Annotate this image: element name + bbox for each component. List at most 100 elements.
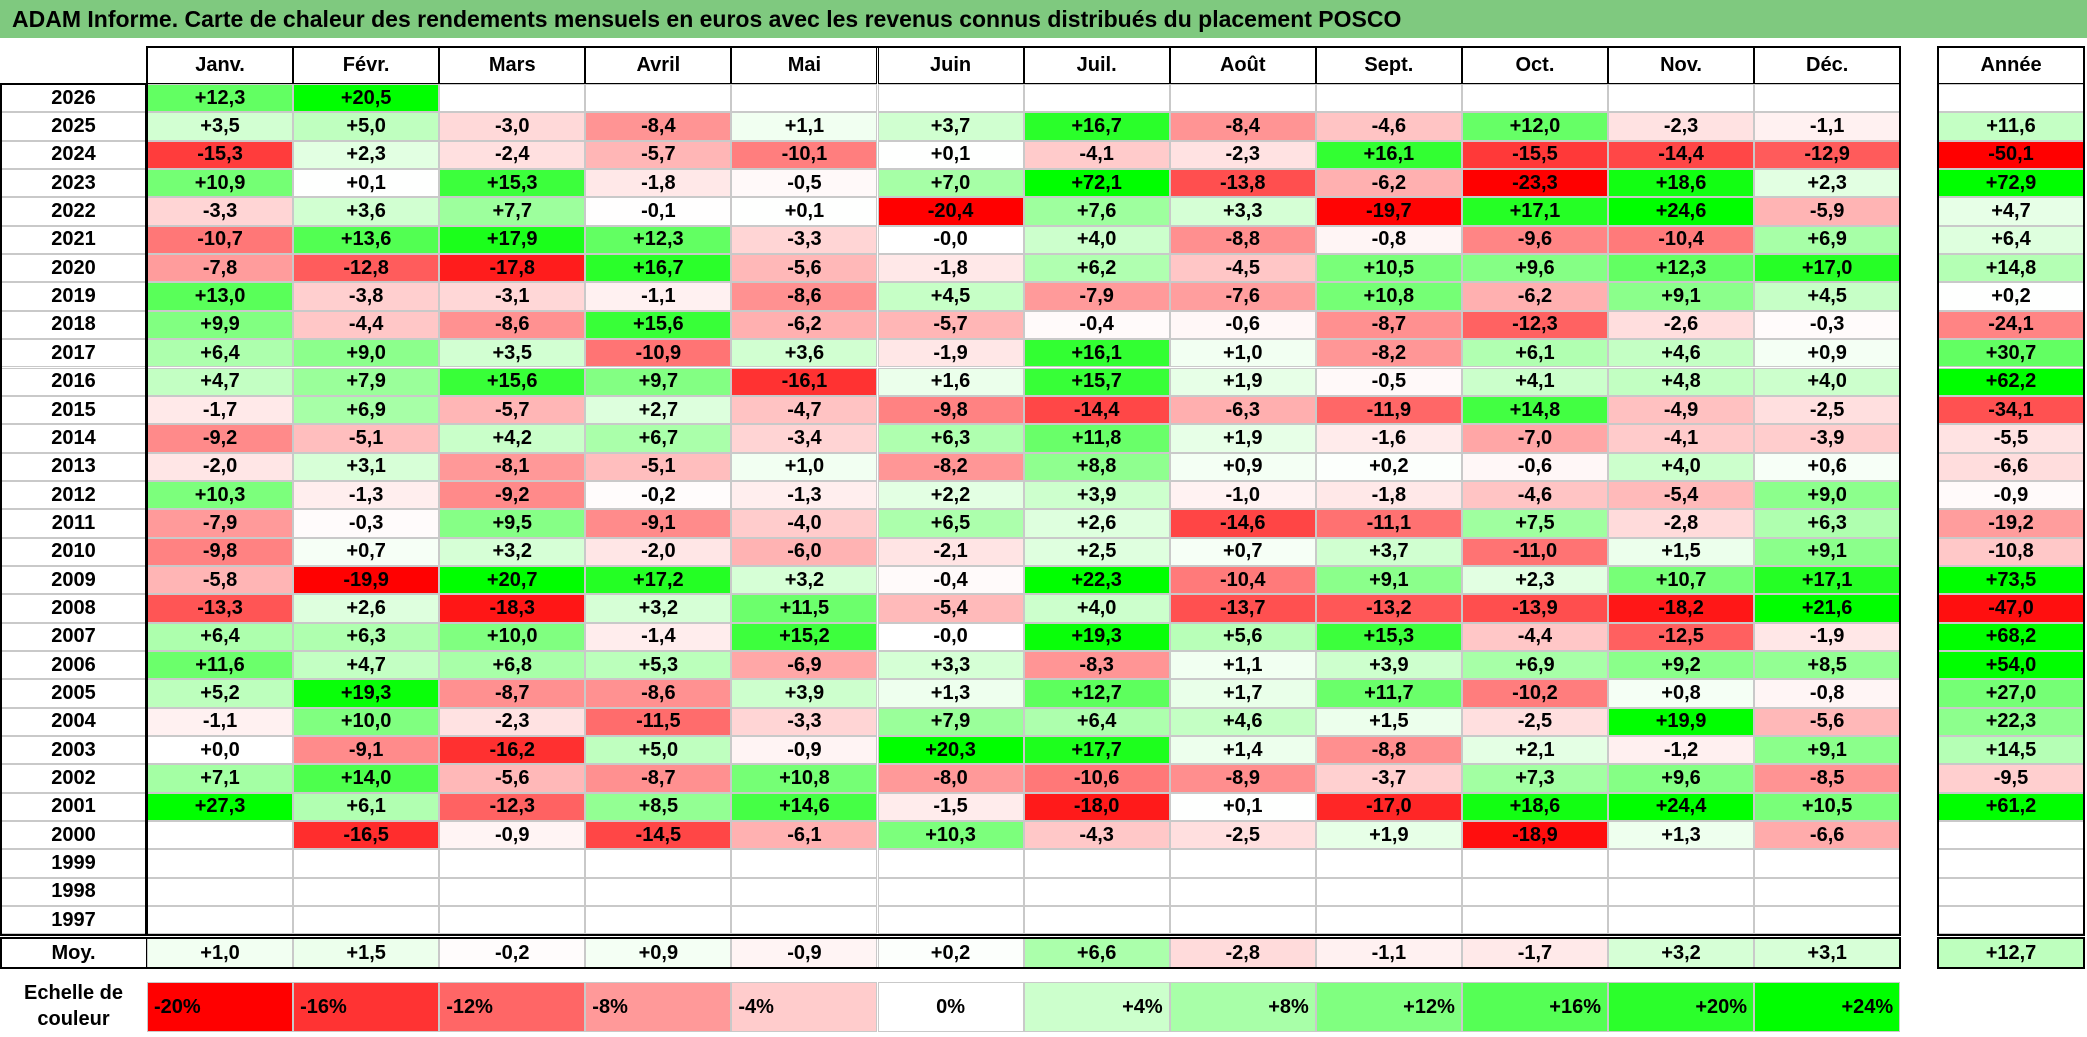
heatmap-cell: -8,4: [1169, 112, 1316, 141]
heatmap-cell: +21,6: [1754, 594, 1901, 623]
heatmap-cell: +4,2: [439, 424, 586, 453]
heatmap-cell: +0,0: [147, 736, 294, 765]
heatmap-cell: -2,6: [1608, 310, 1755, 340]
heatmap-cell: +4,5: [877, 282, 1024, 311]
heatmap-cell: -17,8: [439, 254, 586, 283]
column-header: Mai: [731, 46, 878, 84]
heatmap-cell: +10,8: [1315, 282, 1462, 311]
heatmap-cell: +18,6: [1461, 792, 1608, 822]
heatmap-cell: +7,3: [1461, 764, 1608, 793]
heatmap-cell: [1023, 906, 1170, 935]
heatmap-cell: +5,2: [147, 679, 294, 708]
row-year-label: 2011: [0, 509, 147, 538]
heatmap-cell: +12,3: [1608, 254, 1755, 283]
heatmap-cell: [1754, 877, 1901, 907]
heatmap-cell: -3,3: [731, 225, 878, 255]
average-cell: -0,9: [731, 938, 878, 968]
heatmap-cell: -0,3: [293, 509, 440, 538]
heatmap-cell: +2,2: [877, 480, 1024, 510]
heatmap-cell: -1,8: [877, 254, 1024, 283]
heatmap-cell: -8,7: [439, 679, 586, 708]
heatmap-cell: -3,4: [731, 424, 878, 453]
row-year-label: 2017: [0, 339, 147, 368]
annual-cell: [1938, 849, 2084, 878]
heatmap-cell: +1,3: [877, 679, 1024, 708]
heatmap-cell: -18,9: [1461, 821, 1608, 850]
heatmap-cell: -8,5: [1754, 764, 1901, 793]
heatmap-cell: -11,0: [1461, 537, 1608, 566]
heatmap-cell: +9,7: [585, 367, 732, 396]
column-header: Mars: [439, 46, 586, 84]
row-year-label: 2001: [0, 792, 147, 822]
heatmap-cell: -6,2: [731, 310, 878, 340]
heatmap-cell: -1,5: [877, 792, 1024, 822]
heatmap-cell: -0,0: [877, 622, 1024, 651]
heatmap-cell: +0,7: [1169, 537, 1316, 566]
heatmap-cell: -0,6: [1169, 310, 1316, 340]
annual-cell: [1938, 821, 2084, 850]
heatmap-cell: +19,3: [1023, 622, 1170, 651]
heatmap-cell: +6,5: [877, 509, 1024, 538]
heatmap-cell: -9,2: [439, 480, 586, 510]
heatmap-cell: -5,1: [293, 424, 440, 453]
heatmap-cell: -1,0: [1169, 480, 1316, 510]
heatmap-cell: +15,3: [439, 169, 586, 198]
color-scale-step: +20%: [1608, 982, 1755, 1032]
heatmap-cell: +22,3: [1023, 565, 1170, 595]
row-year-label: 2012: [0, 480, 147, 510]
column-header: Févr.: [293, 46, 440, 84]
annual-cell: -0,9: [1938, 480, 2084, 510]
heatmap-cell: +0,1: [731, 197, 878, 226]
heatmap-cell: +7,0: [877, 169, 1024, 198]
heatmap-cell: +2,3: [1461, 565, 1608, 595]
heatmap-cell: +3,2: [585, 594, 732, 623]
row-year-label: 2020: [0, 254, 147, 283]
row-year-label: 2019: [0, 282, 147, 311]
heatmap-cell: -5,6: [731, 254, 878, 283]
heatmap-cell: [731, 849, 878, 878]
heatmap-cell: -6,9: [731, 651, 878, 680]
heatmap-cell: -1,9: [877, 339, 1024, 368]
heatmap-cell: +6,1: [293, 792, 440, 822]
heatmap-cell: +3,6: [293, 197, 440, 226]
heatmap-cell: +1,0: [731, 452, 878, 481]
heatmap-cell: +13,6: [293, 225, 440, 255]
heatmap-cell: -0,6: [1461, 452, 1608, 481]
heatmap-cell: -6,2: [1461, 282, 1608, 311]
heatmap-cell: [1315, 906, 1462, 935]
heatmap-cell: +0,8: [1608, 679, 1755, 708]
heatmap-cell: [585, 849, 732, 878]
average-annual-cell: +12,7: [1938, 938, 2084, 968]
heatmap-cell: +9,0: [1754, 480, 1901, 510]
heatmap-cell: -8,2: [877, 452, 1024, 481]
heatmap-cell: +2,3: [293, 140, 440, 170]
annual-cell: [1938, 877, 2084, 907]
heatmap-cell: -1,2: [1608, 736, 1755, 765]
heatmap-cell: -9,6: [1461, 225, 1608, 255]
heatmap-cell: -1,3: [293, 480, 440, 510]
heatmap-cell: -13,9: [1461, 594, 1608, 623]
heatmap-cell: +10,5: [1754, 792, 1901, 822]
heatmap-cell: -1,1: [147, 707, 294, 737]
heatmap-cell: +10,5: [1315, 254, 1462, 283]
heatmap-cell: -5,9: [1754, 197, 1901, 226]
heatmap-cell: +10,3: [147, 480, 294, 510]
annual-cell: +73,5: [1938, 565, 2084, 595]
heatmap-cell: +7,9: [877, 707, 1024, 737]
heatmap-cell: +3,2: [439, 537, 586, 566]
heatmap-cell: +0,9: [1169, 452, 1316, 481]
heatmap-cell: +14,6: [731, 792, 878, 822]
heatmap-cell: -10,6: [1023, 764, 1170, 793]
year-column-header: Année: [1938, 46, 2084, 84]
heatmap-cell: +12,3: [147, 84, 294, 113]
heatmap-cell: -12,5: [1608, 622, 1755, 651]
heatmap-cell: -2,5: [1754, 395, 1901, 425]
heatmap-cell: +17,1: [1754, 565, 1901, 595]
heatmap-cell: -16,5: [293, 821, 440, 850]
heatmap-cell: -5,7: [877, 310, 1024, 340]
heatmap-cell: +1,6: [877, 367, 1024, 396]
heatmap-cell: -15,5: [1461, 140, 1608, 170]
heatmap-cell: -8,6: [585, 679, 732, 708]
heatmap-cell: -10,1: [731, 140, 878, 170]
